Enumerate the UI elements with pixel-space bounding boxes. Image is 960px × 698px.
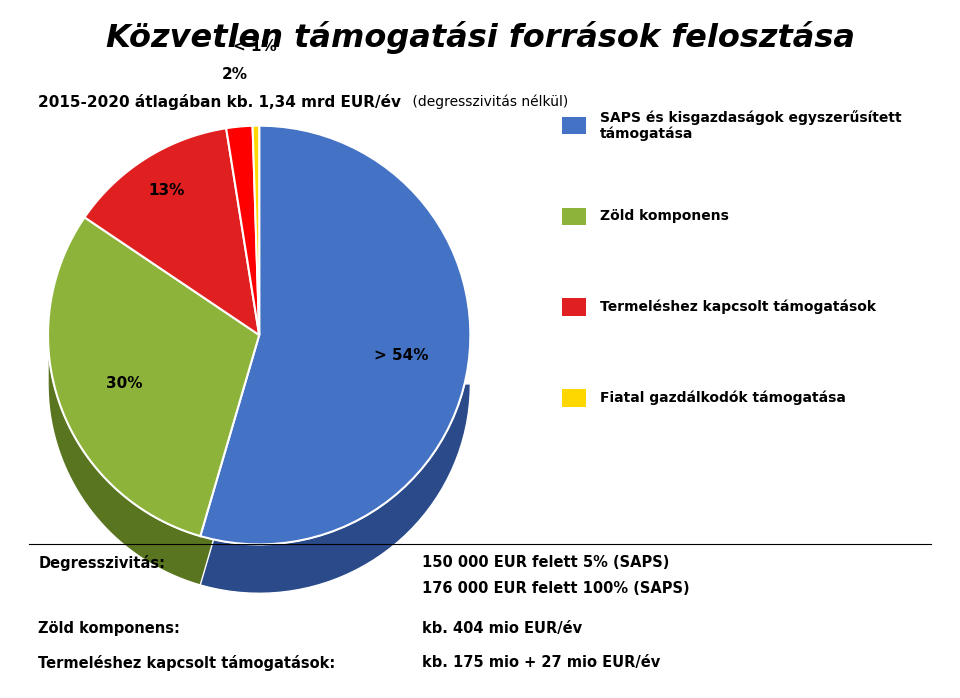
- Text: Zöld komponens:: Zöld komponens:: [38, 621, 180, 636]
- Text: kb. 175 mio + 27 mio EUR/év: kb. 175 mio + 27 mio EUR/év: [422, 655, 660, 669]
- Polygon shape: [227, 126, 259, 335]
- Polygon shape: [201, 335, 470, 593]
- Text: Fiatal gazdálkodók támogatása: Fiatal gazdálkodók támogatása: [600, 391, 846, 405]
- Text: kb. 404 mio EUR/év: kb. 404 mio EUR/év: [422, 621, 583, 636]
- Text: Közvetlen támogatási források felosztása: Közvetlen támogatási források felosztása: [106, 21, 854, 54]
- Text: 176 000 EUR felett 100% (SAPS): 176 000 EUR felett 100% (SAPS): [422, 581, 690, 595]
- Text: SAPS és kisgazdaságok egyszerűsített
támogatása: SAPS és kisgazdaságok egyszerűsített tám…: [600, 110, 901, 142]
- Text: < 1%: < 1%: [232, 38, 276, 54]
- Text: Degresszivitás:: Degresszivitás:: [38, 555, 165, 571]
- Text: 2015-2020 átlagában kb. 1,34 mrd EUR/év: 2015-2020 átlagában kb. 1,34 mrd EUR/év: [38, 94, 401, 110]
- Polygon shape: [48, 335, 259, 585]
- Polygon shape: [252, 126, 259, 335]
- Text: Zöld komponens: Zöld komponens: [600, 209, 729, 223]
- Text: Termeléshez kapcsolt támogatások: Termeléshez kapcsolt támogatások: [600, 300, 876, 314]
- Text: Termeléshez kapcsolt támogatások:: Termeléshez kapcsolt támogatások:: [38, 655, 336, 671]
- Polygon shape: [201, 126, 470, 544]
- Text: 2%: 2%: [222, 67, 248, 82]
- Text: 150 000 EUR felett 5% (SAPS): 150 000 EUR felett 5% (SAPS): [422, 555, 670, 570]
- Polygon shape: [84, 128, 259, 335]
- Text: > 54%: > 54%: [374, 348, 428, 362]
- Text: 13%: 13%: [148, 183, 184, 198]
- Text: (degresszivitás nélkül): (degresszivitás nélkül): [408, 94, 568, 109]
- Polygon shape: [48, 217, 259, 536]
- Text: 30%: 30%: [106, 376, 142, 391]
